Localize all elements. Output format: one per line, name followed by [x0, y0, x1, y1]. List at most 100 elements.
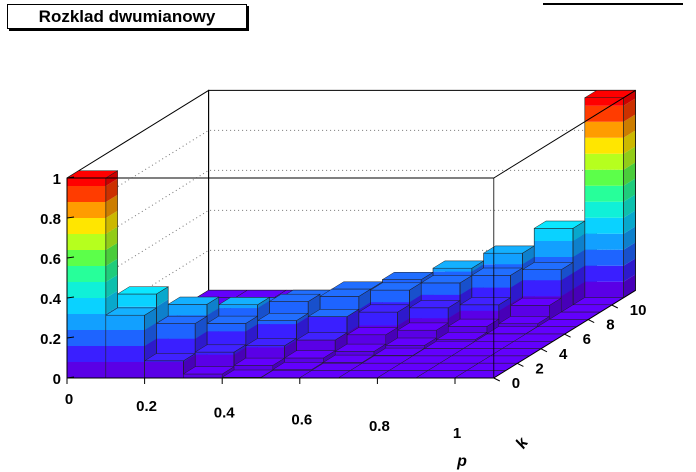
- bar-front-band: [522, 269, 562, 281]
- bar-front-band: [207, 323, 246, 332]
- bar-side-band: [623, 210, 636, 234]
- bar-side-band: [573, 221, 585, 241]
- z-tick: [66, 216, 75, 219]
- bar-top: [221, 369, 274, 378]
- bar-front-band: [584, 265, 624, 282]
- bar-top: [486, 326, 539, 334]
- bar-side-band: [522, 245, 535, 265]
- k-tick: [564, 333, 571, 338]
- bar-side-band: [510, 280, 523, 304]
- bar-front-band: [320, 296, 359, 310]
- bar-side-band: [257, 297, 270, 309]
- bar-side-band: [448, 300, 460, 319]
- bar-front-band: [358, 312, 398, 326]
- k-tick-label: 10: [630, 302, 647, 319]
- bar-side-band: [623, 178, 636, 202]
- bars-group: [66, 89, 637, 379]
- k-tick: [587, 319, 595, 324]
- bar-side-band: [234, 344, 246, 355]
- bar-top: [256, 313, 310, 321]
- bar-top: [167, 296, 220, 305]
- bar-top: [432, 260, 485, 269]
- bar-front-band: [522, 280, 562, 297]
- k-tick: [493, 377, 501, 382]
- bar-front-band: [67, 266, 106, 282]
- bar-top: [271, 362, 325, 370]
- bar-top: [104, 307, 158, 316]
- bar-front-band: [257, 320, 297, 325]
- z-tick: [66, 296, 75, 299]
- bar-front-band: [218, 304, 258, 309]
- bar-front-band: [370, 290, 410, 303]
- bar-front-band: [67, 330, 106, 346]
- bar-side-band: [105, 242, 118, 266]
- p-tick-label: 0.2: [136, 398, 157, 415]
- bar-front-band: [67, 218, 106, 234]
- chart-title: Rozklad dwumianowy: [7, 4, 247, 29]
- bar-front-band: [308, 316, 347, 333]
- bar-front-band: [584, 137, 624, 154]
- k-tick-label: 0: [512, 375, 520, 392]
- bar-top: [307, 309, 360, 317]
- bar-top: [533, 220, 586, 229]
- bar-top: [384, 337, 438, 346]
- bar-side-band: [623, 194, 636, 218]
- bar-front-band: [460, 304, 499, 311]
- bar-top: [295, 332, 348, 341]
- bar-top: [435, 332, 488, 340]
- bar-top: [373, 347, 426, 356]
- bar-side-band: [460, 275, 472, 295]
- bar-front-band: [584, 281, 624, 298]
- bar-front-band: [584, 201, 624, 218]
- bar-side-band: [156, 299, 169, 323]
- z-tick-label: 0: [53, 371, 61, 388]
- z-tick-label: 0.4: [40, 291, 62, 308]
- bar: [384, 337, 438, 350]
- bar-side-band: [156, 286, 169, 307]
- bar-side-band: [105, 178, 118, 202]
- bar-front-band: [105, 330, 145, 346]
- bar-side-band: [105, 290, 118, 314]
- z-tick-label: 1: [53, 171, 61, 188]
- bar-side-band: [573, 265, 585, 289]
- bar-top: [155, 315, 208, 324]
- bar-front-band: [257, 324, 297, 341]
- bar-top: [369, 282, 423, 291]
- bar-side-band: [623, 130, 636, 154]
- bar-front-band: [471, 275, 511, 288]
- bar-front-band: [584, 169, 624, 186]
- bar-front-band: [421, 282, 460, 295]
- bar-top: [322, 354, 375, 363]
- bar-side-band: [207, 297, 219, 316]
- k-tick: [611, 304, 619, 309]
- bar-side-band: [397, 304, 410, 326]
- bar-front-band: [67, 186, 106, 202]
- bar-side-band: [623, 146, 636, 170]
- plot-frame-front: [66, 89, 636, 384]
- bar-side-band: [105, 226, 118, 250]
- bar-front-band: [144, 362, 184, 378]
- bar-front-band: [584, 105, 624, 122]
- bar-top: [283, 350, 337, 359]
- bar: [583, 89, 637, 299]
- bar-front-band: [584, 121, 624, 138]
- bar-front-band: [483, 253, 523, 265]
- bar-side-band: [284, 338, 297, 348]
- k-tick-label: 2: [535, 360, 543, 377]
- bar-top: [194, 344, 247, 353]
- bar-top: [116, 286, 170, 295]
- bar-side-band: [510, 268, 523, 288]
- bar-top: [268, 293, 321, 302]
- z-tick: [66, 256, 75, 259]
- bar-front-band: [67, 298, 106, 314]
- top-right-edge: [493, 89, 636, 179]
- bar-top: [396, 322, 450, 331]
- bar-front: [183, 373, 223, 379]
- bar-side-band: [623, 162, 636, 186]
- z-tick-label: 0.8: [40, 211, 61, 228]
- stats-box-edge: [543, 3, 683, 5]
- bar-top: [482, 245, 536, 254]
- p-axis-title: p: [456, 453, 467, 470]
- bar-side-band: [105, 194, 118, 218]
